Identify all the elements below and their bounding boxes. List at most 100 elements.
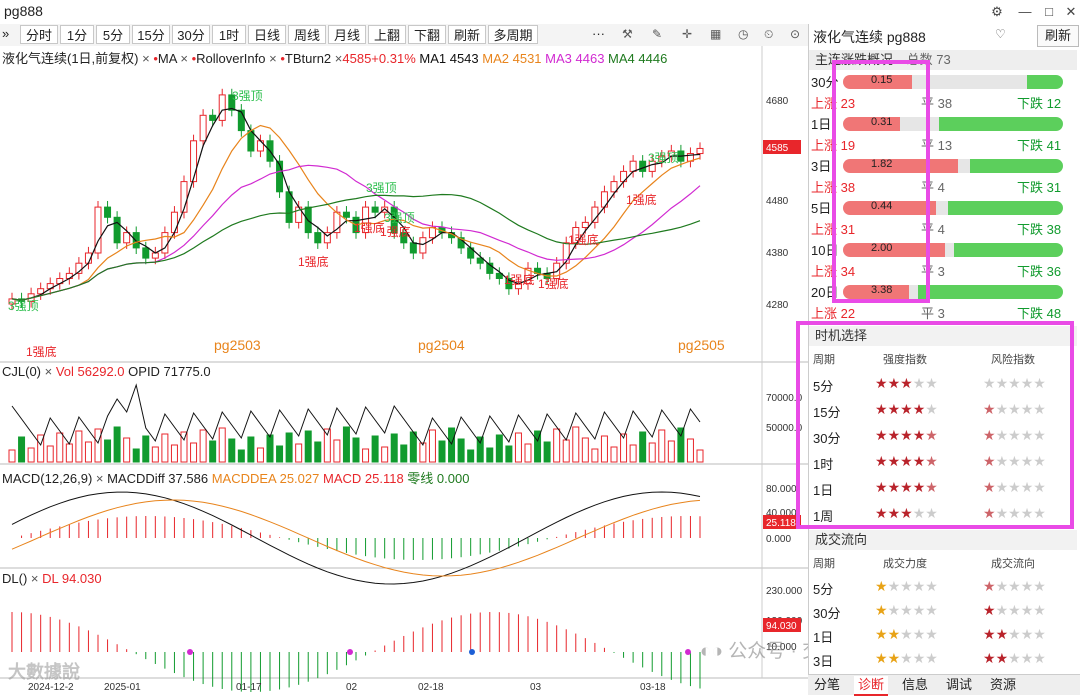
overview-row[interactable]: 1日 0.31 上涨 19 平 13 下跌 41 <box>809 114 1080 156</box>
rollover-indicator-label[interactable]: RolloverInfo <box>196 51 266 66</box>
overview-flat: 平 13 <box>921 138 953 153</box>
volume-bar <box>600 435 608 463</box>
risk-stars: ★★★★★ <box>983 427 1046 443</box>
bottom-tab-1[interactable]: 诊断 <box>854 676 888 696</box>
favorite-icon[interactable]: ♡ <box>995 27 1006 41</box>
maximize-icon[interactable]: □ <box>1045 4 1053 19</box>
overview-period: 10日 <box>811 243 839 258</box>
macd-value: MACD 25.118 <box>322 471 404 486</box>
period-button-12[interactable]: 多周期 <box>488 25 538 44</box>
timer-icon[interactable]: ◷ <box>738 27 749 41</box>
flow-row[interactable]: 1日 ★★★★★ ★★★★★ <box>809 624 1080 648</box>
flow-section-head: 成交流向 <box>809 530 1077 550</box>
ma3-value: MA3 4463 <box>545 51 605 66</box>
candle-body <box>572 227 580 244</box>
overview-label: 主连涨跌概况 <box>815 52 894 67</box>
candle-body <box>199 114 207 142</box>
volume-bar <box>228 438 236 463</box>
candle-body <box>113 216 121 244</box>
period-button-3[interactable]: 15分 <box>132 25 170 44</box>
bottom-tab-0[interactable]: 分笔 <box>813 677 840 692</box>
overview-row[interactable]: 3日 1.82 上涨 38 平 4 下跌 31 <box>809 156 1080 198</box>
volume-bar <box>266 434 274 463</box>
bottom-tab-4[interactable]: 资源 <box>989 677 1016 692</box>
minimize-icon[interactable]: — <box>1018 4 1032 19</box>
volume-bar <box>237 449 245 463</box>
period-button-11[interactable]: 刷新 <box>448 25 486 44</box>
timing-period: 30分 <box>813 431 841 446</box>
crosshair-icon[interactable]: ✛ <box>682 27 693 41</box>
flow-row[interactable]: 5分 ★★★★★ ★★★★★ <box>809 576 1080 600</box>
timing-row[interactable]: 1日 ★★★★★ ★★★★★ <box>809 476 1080 502</box>
draw-icon[interactable]: ✎ <box>652 27 663 41</box>
overview-row[interactable]: 10日 2.00 上涨 34 平 3 下跌 36 <box>809 240 1080 282</box>
clock-icon[interactable]: ⏲ <box>764 27 774 41</box>
bottom-tab-2[interactable]: 信息 <box>901 677 928 692</box>
period-button-4[interactable]: 30分 <box>172 25 210 44</box>
timing-period: 1时 <box>813 457 834 472</box>
candle-body <box>323 232 331 244</box>
settings-icon[interactable]: ⚒ <box>622 27 633 41</box>
pin-icon[interactable]: ⊙ <box>790 27 801 41</box>
candle-body <box>419 237 427 254</box>
overview-up: 上涨 19 <box>811 138 856 153</box>
volume-bar <box>65 443 73 463</box>
volume-bar <box>562 439 570 463</box>
volume-bar <box>495 434 503 463</box>
timing-row[interactable]: 5分 ★★★★★ ★★★★★ <box>809 372 1080 398</box>
settings-icon[interactable]: ⚙ <box>991 4 1003 19</box>
overview-row[interactable]: 20日 3.38 上涨 22 平 3 下跌 48 <box>809 282 1080 324</box>
candle-body <box>94 206 102 254</box>
period-button-9[interactable]: 上翻 <box>368 25 406 44</box>
overview-period: 20日 <box>811 285 839 300</box>
vol-y-tick: 70000.0 <box>766 393 803 404</box>
flow-row[interactable]: 3日 ★★★★★ ★★★★★ <box>809 648 1080 672</box>
volume-bar <box>428 429 436 463</box>
close-icon[interactable]: ✕ <box>1065 4 1077 19</box>
overview-up: 上涨 34 <box>811 264 856 279</box>
flow-period: 1日 <box>813 630 834 645</box>
chart-canvas[interactable]: 468045804480438042804585pg2503pg2504pg25… <box>0 46 808 694</box>
timing-row[interactable]: 30分 ★★★★★ ★★★★★ <box>809 424 1080 450</box>
overview-bar <box>843 285 1063 299</box>
signal-top: 3强顶 <box>366 181 397 195</box>
ma-indicator-label[interactable]: MA <box>157 51 177 66</box>
expand-icon[interactable]: » <box>2 26 10 41</box>
period-button-6[interactable]: 日线 <box>248 25 286 44</box>
period-button-2[interactable]: 5分 <box>96 25 130 44</box>
flow-row[interactable]: 30分 ★★★★★ ★★★★★ <box>809 600 1080 624</box>
x-axis-label: 01-17 <box>236 682 262 693</box>
timing-row[interactable]: 1周 ★★★★★ ★★★★★ <box>809 502 1080 528</box>
period-button-0[interactable]: 分时 <box>20 25 58 44</box>
volume-bar <box>295 443 303 463</box>
overview-flat: 平 4 <box>921 222 945 237</box>
macd-diff-value: MACDDiff 37.586 <box>107 471 209 486</box>
layout-icon[interactable]: ▦ <box>710 27 722 41</box>
zero-line-value: 零线 0.000 <box>407 471 470 486</box>
volume-bar <box>390 433 398 463</box>
overview-value: 3.38 <box>871 284 893 296</box>
dl-header: DL() × DL 94.030 <box>2 571 102 586</box>
ma2-value: MA2 4531 <box>482 51 542 66</box>
period-button-8[interactable]: 月线 <box>328 25 366 44</box>
overview-row[interactable]: 5日 0.44 上涨 31 平 4 下跌 38 <box>809 198 1080 240</box>
tbturn-indicator-label[interactable]: TBturn2 <box>284 51 332 66</box>
refresh-button[interactable]: 刷新 <box>1037 25 1079 47</box>
overview-down: 下跌 12 <box>1017 96 1062 111</box>
period-button-10[interactable]: 下翻 <box>408 25 446 44</box>
flow-col-header: 周期 成交力度 成交流向 <box>813 558 1035 570</box>
volume-bar <box>123 437 131 463</box>
timing-row[interactable]: 15分 ★★★★★ ★★★★★ <box>809 398 1080 424</box>
timing-row[interactable]: 1时 ★★★★★ ★★★★★ <box>809 450 1080 476</box>
flow-direction-stars: ★★★★★ <box>983 578 1046 594</box>
dl-marker <box>347 649 353 655</box>
period-button-7[interactable]: 周线 <box>288 25 326 44</box>
bottom-tab-3[interactable]: 调试 <box>945 677 972 692</box>
chart-area[interactable]: 468045804480438042804585pg2503pg2504pg25… <box>0 46 808 694</box>
overview-row[interactable]: 30分 0.15 上涨 23 平 38 下跌 12 <box>809 72 1080 114</box>
period-button-1[interactable]: 1分 <box>60 25 94 44</box>
more-button[interactable]: ··· <box>592 26 605 41</box>
volume-bar <box>629 444 637 463</box>
period-button-5[interactable]: 1时 <box>212 25 246 44</box>
timing-label: 时机选择 <box>815 328 868 343</box>
